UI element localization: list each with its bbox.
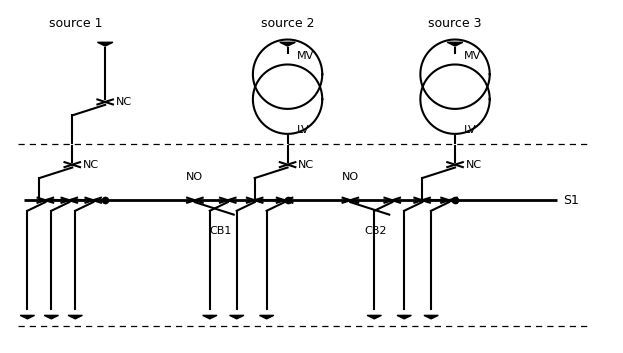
Text: NO: NO [186, 172, 204, 181]
Polygon shape [20, 315, 35, 319]
Text: LV: LV [464, 125, 477, 136]
Polygon shape [280, 42, 295, 46]
Polygon shape [97, 42, 113, 46]
Text: MV: MV [297, 51, 314, 61]
Text: source 1: source 1 [49, 17, 102, 30]
Text: NC: NC [83, 160, 99, 170]
Text: CB2: CB2 [364, 226, 387, 236]
Text: S1: S1 [563, 194, 579, 207]
Text: NC: NC [466, 160, 482, 170]
Text: NO: NO [342, 172, 359, 181]
Polygon shape [447, 42, 463, 46]
Text: LV: LV [297, 125, 309, 136]
Polygon shape [229, 315, 244, 319]
Text: NC: NC [298, 160, 315, 170]
Text: NC: NC [116, 97, 132, 107]
Polygon shape [202, 315, 217, 319]
Polygon shape [68, 315, 82, 319]
Polygon shape [397, 315, 411, 319]
Polygon shape [424, 315, 439, 319]
Polygon shape [44, 315, 59, 319]
Text: source 3: source 3 [428, 17, 482, 30]
Polygon shape [367, 315, 381, 319]
Polygon shape [259, 315, 274, 319]
Text: MV: MV [464, 51, 481, 61]
Text: source 2: source 2 [261, 17, 315, 30]
Text: CB1: CB1 [209, 226, 232, 236]
